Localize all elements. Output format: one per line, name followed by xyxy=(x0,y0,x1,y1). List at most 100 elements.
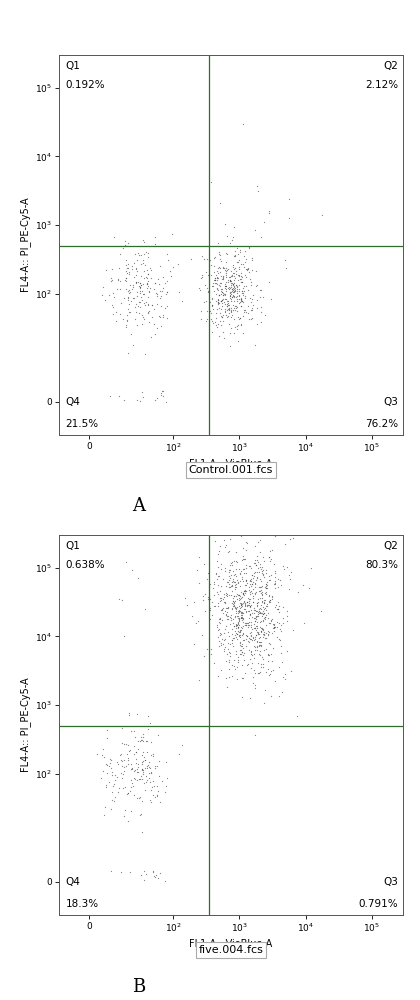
Point xyxy=(214,668,221,684)
X-axis label: FL1-A:: VioBlue-A: FL1-A:: VioBlue-A xyxy=(189,459,273,469)
Point xyxy=(216,259,223,275)
Point xyxy=(191,594,197,610)
Point xyxy=(262,598,269,614)
Point xyxy=(239,644,246,660)
Point xyxy=(223,245,230,261)
Point xyxy=(228,587,234,603)
Point xyxy=(139,384,145,400)
Point xyxy=(242,560,249,576)
Point xyxy=(141,749,148,765)
Point xyxy=(227,288,234,304)
Point xyxy=(228,320,234,336)
Point xyxy=(231,574,237,590)
Point xyxy=(271,565,278,581)
Point xyxy=(259,562,266,578)
Point xyxy=(242,627,249,643)
Point xyxy=(218,268,225,284)
Point xyxy=(250,594,257,610)
Point xyxy=(205,290,212,306)
Point xyxy=(231,311,237,327)
Point xyxy=(318,603,324,619)
Point xyxy=(229,297,236,313)
Point xyxy=(257,604,263,620)
Point xyxy=(132,267,139,283)
Point xyxy=(307,560,314,576)
Point xyxy=(240,632,247,648)
Point xyxy=(243,261,249,277)
Point xyxy=(248,621,255,637)
Point xyxy=(234,610,241,626)
Point xyxy=(236,310,243,326)
Point xyxy=(147,760,154,776)
Point xyxy=(147,262,154,278)
Point xyxy=(232,643,239,659)
Point xyxy=(158,288,164,304)
Point xyxy=(229,574,236,590)
Point xyxy=(121,763,127,779)
Point xyxy=(243,573,249,589)
Point xyxy=(233,298,240,314)
Point xyxy=(147,715,153,731)
Point xyxy=(240,551,247,567)
Text: Q2: Q2 xyxy=(383,61,398,71)
Point xyxy=(268,625,275,641)
Point xyxy=(218,293,224,309)
Point xyxy=(238,293,245,309)
Point xyxy=(226,579,232,595)
Point xyxy=(236,598,242,614)
Point xyxy=(107,755,114,771)
Point xyxy=(142,346,149,362)
Point xyxy=(230,229,236,245)
Point xyxy=(254,620,260,636)
Point xyxy=(220,594,227,610)
Point xyxy=(228,632,235,648)
Point xyxy=(247,558,254,574)
Point xyxy=(203,313,210,329)
Point xyxy=(239,540,246,556)
Point xyxy=(239,269,245,285)
Point xyxy=(147,260,154,276)
Point xyxy=(235,623,242,639)
Point xyxy=(257,314,264,330)
Point xyxy=(268,291,274,307)
Point xyxy=(236,637,243,653)
Point xyxy=(227,612,234,628)
Point xyxy=(239,689,245,705)
Point xyxy=(266,594,273,610)
Point xyxy=(229,632,236,648)
Point xyxy=(226,652,233,668)
Point xyxy=(264,623,271,639)
Point xyxy=(248,602,255,618)
Point xyxy=(268,588,275,604)
Point xyxy=(116,388,122,404)
Point xyxy=(101,749,108,765)
Point xyxy=(266,203,273,219)
Point xyxy=(266,274,273,290)
Point xyxy=(246,651,253,667)
Point xyxy=(229,626,236,642)
Point xyxy=(226,576,233,592)
Point xyxy=(234,572,240,588)
Point xyxy=(254,633,260,649)
Point xyxy=(233,266,240,282)
Point xyxy=(162,300,169,316)
Point xyxy=(270,517,277,533)
Point xyxy=(232,280,239,296)
Point xyxy=(123,263,130,279)
Point xyxy=(244,594,250,610)
Point xyxy=(277,645,284,661)
Point xyxy=(257,579,264,595)
Point xyxy=(111,789,118,805)
Point xyxy=(102,292,108,308)
Point xyxy=(263,664,270,680)
Point xyxy=(210,283,217,299)
Point xyxy=(259,622,266,638)
Point xyxy=(221,532,228,548)
Point xyxy=(127,742,134,758)
Point xyxy=(100,763,106,779)
Point xyxy=(252,642,259,658)
Point xyxy=(238,552,245,568)
Point xyxy=(226,609,233,625)
Point xyxy=(261,609,268,625)
Point xyxy=(259,563,266,579)
